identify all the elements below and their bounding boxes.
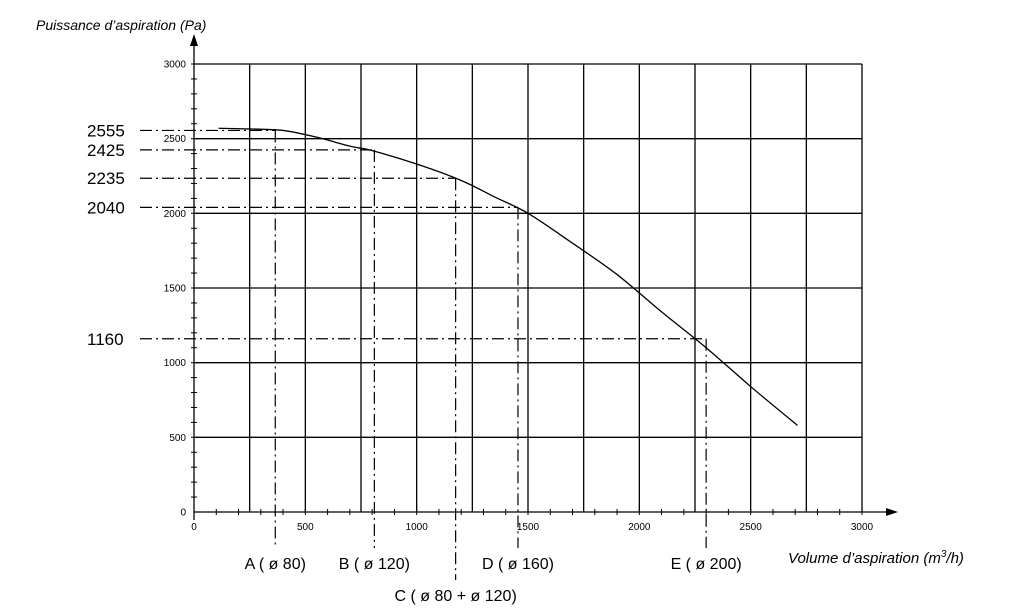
y-axis-title: Puissance d’aspiration (Pa) xyxy=(36,17,206,33)
axes xyxy=(190,34,898,520)
x-axis-arrow xyxy=(886,508,898,516)
x-axis-title: Volume d’aspiration (m3/h) xyxy=(788,549,964,567)
operating-point-label: E ( ø 200) xyxy=(671,556,742,573)
y-tick-label: 0 xyxy=(180,508,186,519)
x-tick-label: 1500 xyxy=(517,522,540,533)
operating-pressure-label: 2040 xyxy=(87,198,125,217)
x-tick-label: 1000 xyxy=(406,522,429,533)
y-tick-label: 1500 xyxy=(164,284,187,295)
performance-curve xyxy=(218,127,798,426)
y-axis-arrow xyxy=(190,34,198,46)
x-tick-label: 0 xyxy=(191,522,197,533)
x-tick-label: 2000 xyxy=(628,522,651,533)
y-tick-label: 1000 xyxy=(164,358,187,369)
y-tick-label: 500 xyxy=(169,433,186,444)
x-tick-label: 2500 xyxy=(740,522,763,533)
grid-lines xyxy=(194,63,863,512)
operating-pressure-label: 2235 xyxy=(87,169,125,188)
operating-point-label: C ( ø 80 + ø 120) xyxy=(395,588,517,605)
operating-point-guides xyxy=(140,129,707,580)
x-tick-label: 3000 xyxy=(851,522,874,533)
operating-pressure-label: 1160 xyxy=(87,330,124,349)
y-tick-label: 3000 xyxy=(164,60,187,71)
labels: 0 500 1000 1500 2000 2500 3000 0 500 1000 1500 2000… xyxy=(36,17,964,605)
operating-point-label: A ( ø 80) xyxy=(245,556,306,573)
operating-pressure-label: 2425 xyxy=(87,141,125,160)
x-tick-label: 500 xyxy=(297,522,314,533)
y-tick-label: 2500 xyxy=(164,134,187,145)
operating-point-label: D ( ø 160) xyxy=(482,556,554,573)
curve-line xyxy=(218,127,798,426)
operating-pressure-label: 2555 xyxy=(87,121,125,140)
operating-point-label: B ( ø 120) xyxy=(339,556,410,573)
y-tick-label: 2000 xyxy=(164,209,187,220)
